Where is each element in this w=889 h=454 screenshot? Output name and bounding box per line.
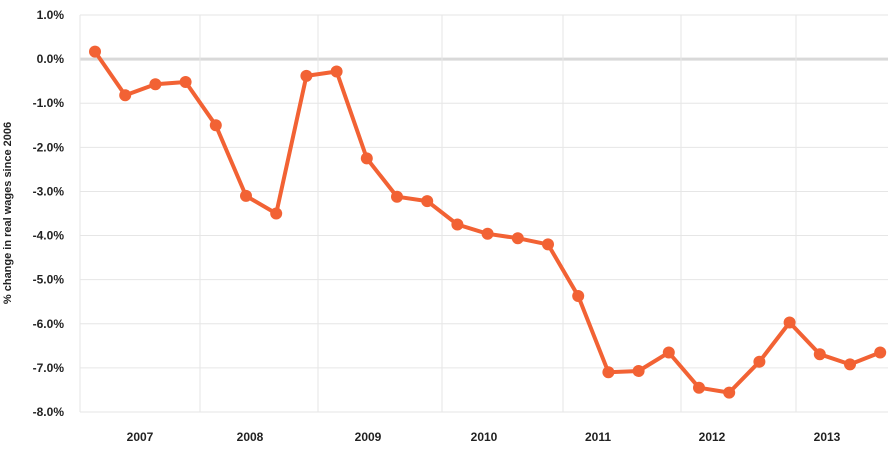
data-point bbox=[783, 316, 796, 329]
data-point bbox=[602, 366, 615, 379]
data-point bbox=[89, 45, 101, 58]
x-tick-label: 2011 bbox=[585, 430, 611, 444]
x-tick-label: 2010 bbox=[471, 430, 498, 444]
data-point bbox=[723, 386, 736, 399]
data-point bbox=[511, 232, 524, 245]
x-tick-label: 2008 bbox=[237, 430, 264, 444]
data-point bbox=[662, 346, 675, 359]
y-tick-label: -7.0% bbox=[33, 361, 65, 375]
data-point bbox=[300, 69, 313, 82]
data-point bbox=[844, 358, 856, 371]
data-point bbox=[240, 189, 252, 202]
data-point bbox=[149, 78, 162, 91]
y-tick-label: -1.0% bbox=[33, 96, 65, 110]
data-point bbox=[360, 152, 373, 165]
data-point bbox=[209, 119, 222, 132]
y-tick-label: -6.0% bbox=[33, 317, 65, 331]
data-point bbox=[391, 190, 403, 203]
data-point bbox=[693, 381, 705, 394]
data-point bbox=[421, 195, 434, 208]
y-tick-label: 0.0% bbox=[37, 52, 65, 66]
y-axis-title: % change in real wages since 2006 bbox=[2, 122, 14, 304]
y-tick-label: -5.0% bbox=[33, 273, 65, 287]
data-point bbox=[874, 346, 887, 359]
x-tick-label: 2009 bbox=[355, 430, 382, 444]
data-point bbox=[632, 365, 645, 377]
data-point bbox=[119, 89, 132, 102]
data-point bbox=[330, 65, 343, 78]
data-point bbox=[813, 348, 826, 361]
y-tick-label: -8.0% bbox=[33, 405, 65, 419]
data-point bbox=[753, 355, 766, 368]
x-tick-label: 2013 bbox=[814, 430, 841, 444]
data-point bbox=[542, 238, 554, 251]
series-layer bbox=[89, 45, 887, 399]
axis-layer: 1.0% 0.0% -1.0% -2.0% -3.0% -4.0% -5.0% -6.0% -7… bbox=[33, 8, 841, 444]
x-tick-label: 2007 bbox=[127, 430, 154, 444]
x-tick-label: 2012 bbox=[699, 430, 726, 444]
data-point bbox=[572, 290, 585, 302]
data-point bbox=[481, 227, 494, 240]
y-tick-label: -3.0% bbox=[33, 184, 65, 198]
data-point bbox=[179, 76, 192, 88]
y-tick-label: 1.0% bbox=[37, 8, 65, 22]
y-tick-label: -4.0% bbox=[33, 229, 65, 243]
y-tick-label: -2.0% bbox=[33, 140, 65, 154]
data-point bbox=[451, 218, 464, 231]
data-point bbox=[270, 207, 283, 220]
